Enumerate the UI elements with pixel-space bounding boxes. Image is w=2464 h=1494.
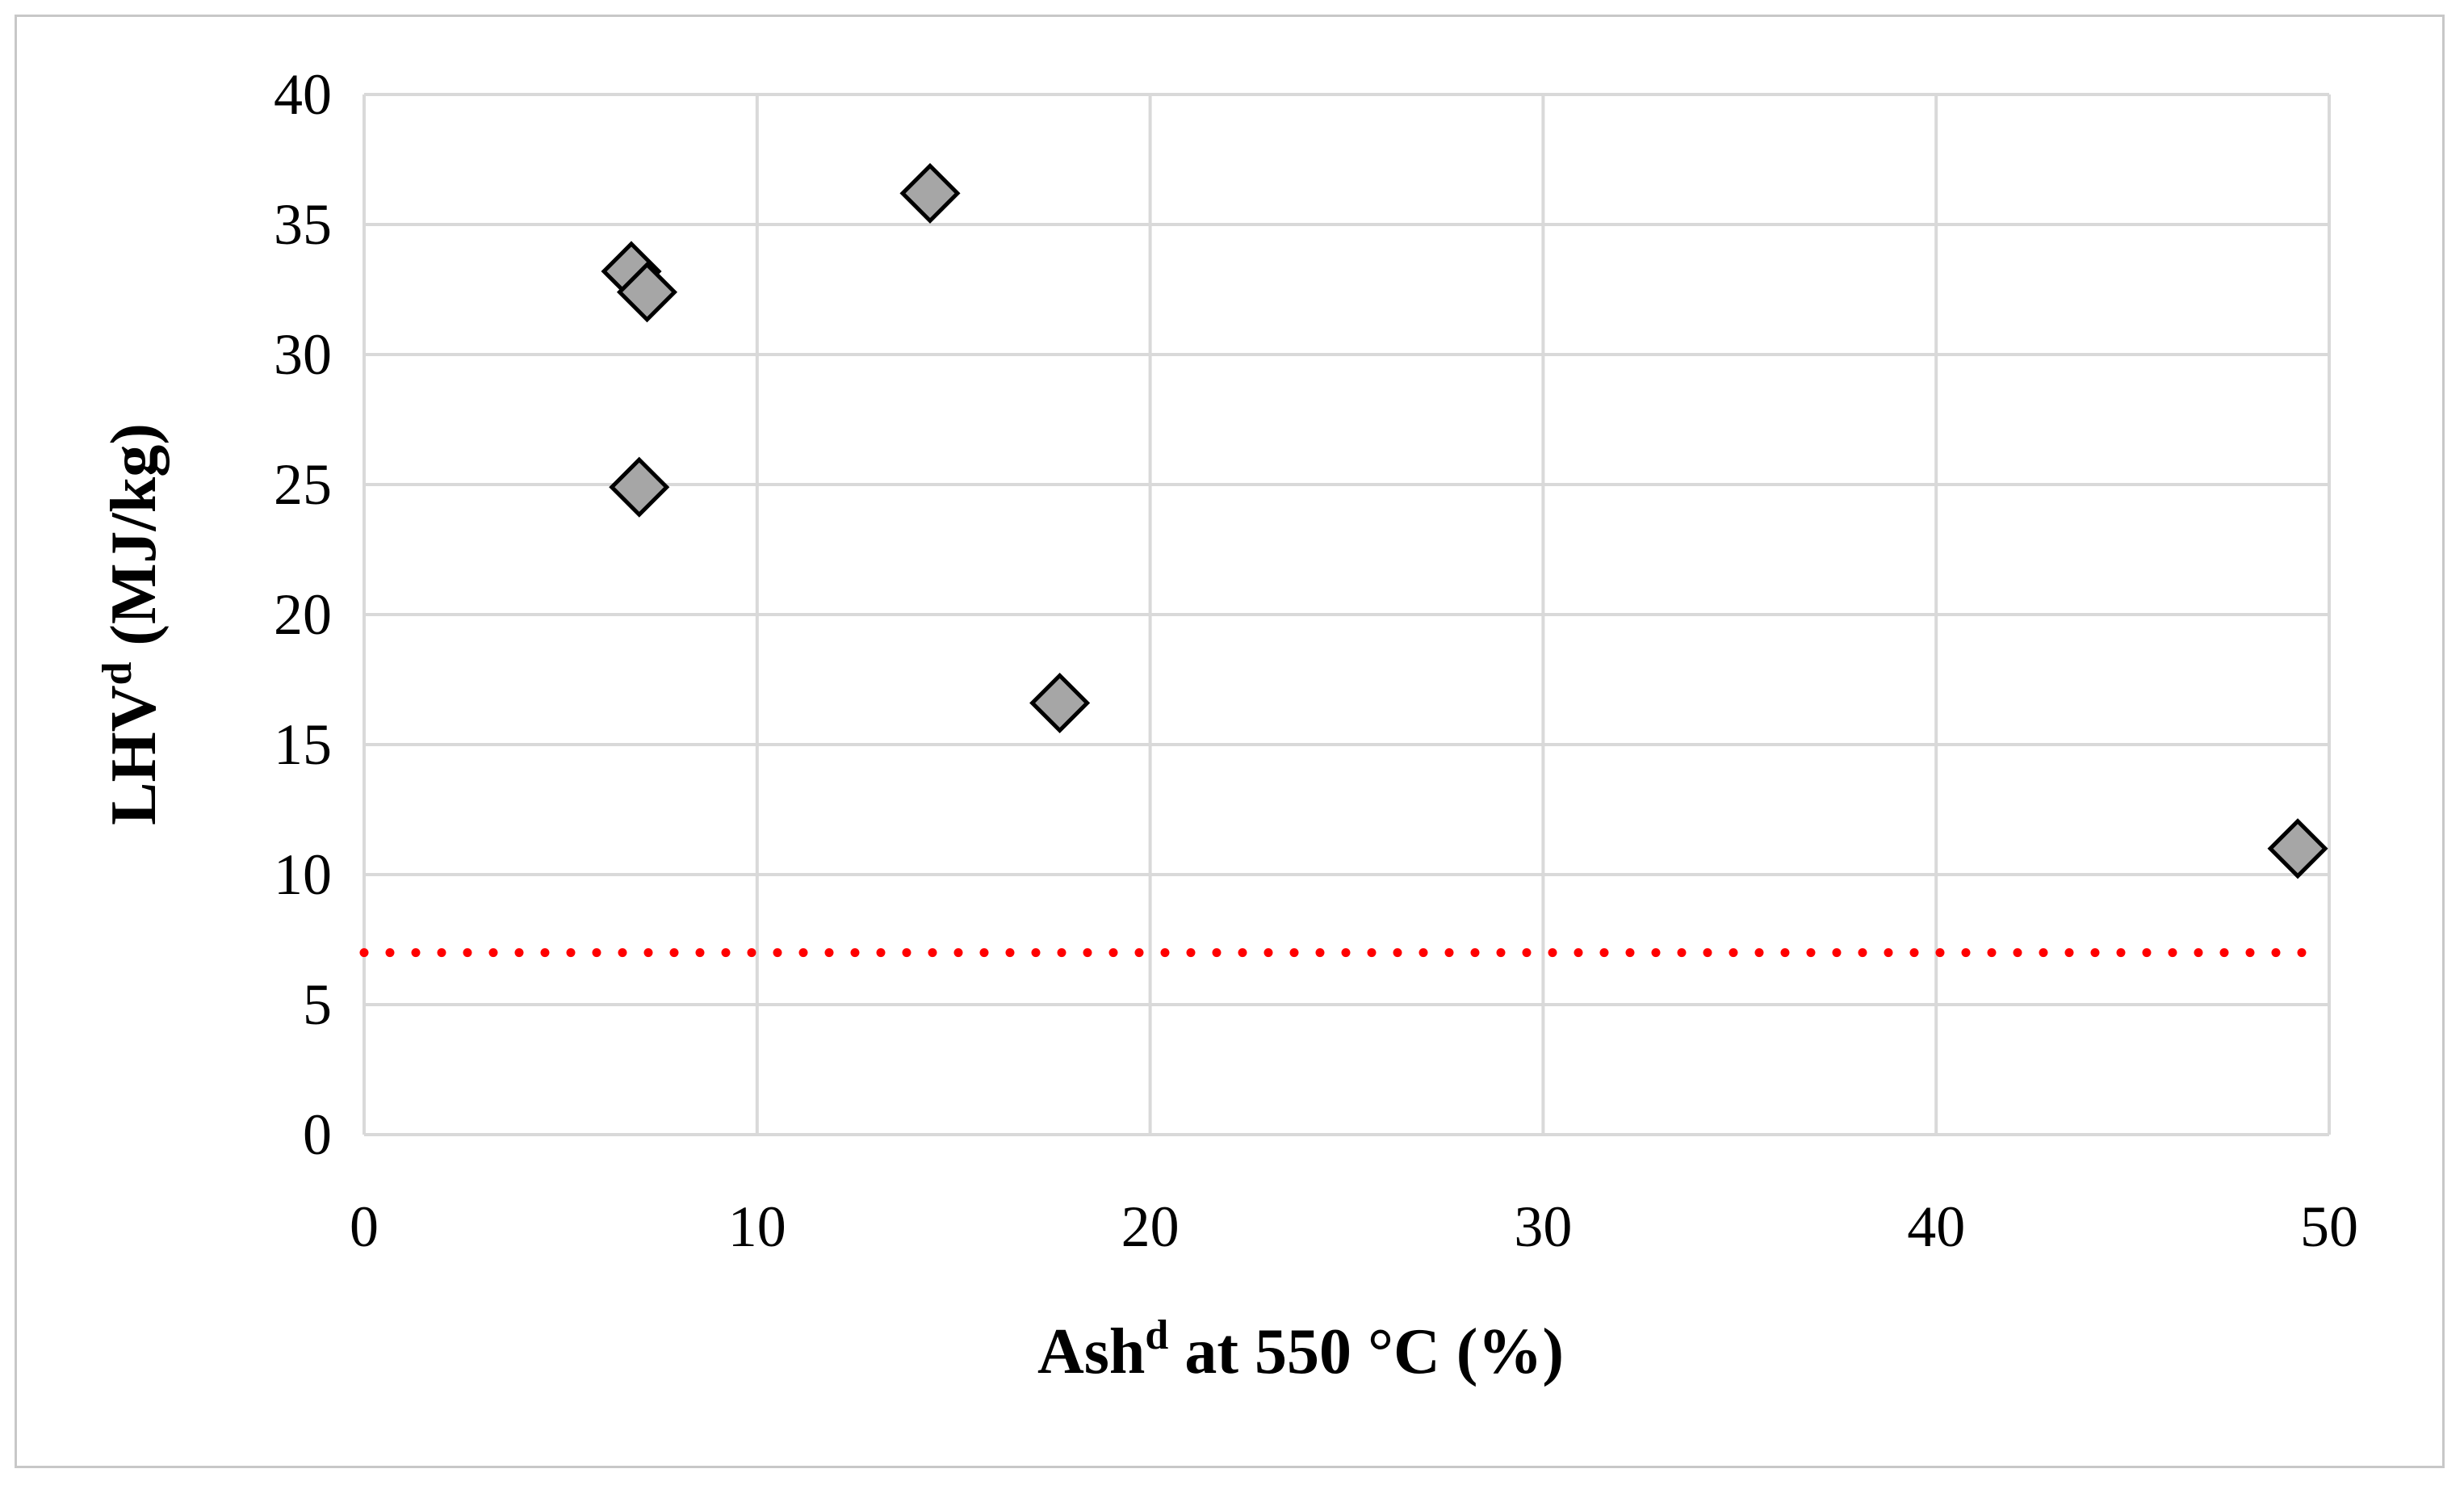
data-point (1029, 672, 1091, 734)
y-axis-label: LHVd (MJ/kg) (94, 423, 170, 825)
y-tick-label: 5 (303, 972, 332, 1037)
x-tick-label: 0 (350, 1194, 379, 1259)
data-point (899, 162, 961, 224)
y-tick-label: 30 (274, 322, 332, 387)
y-tick-label: 20 (274, 582, 332, 647)
x-tick-label: 10 (728, 1194, 786, 1259)
y-tick-label: 10 (274, 842, 332, 907)
y-tick-label: 25 (274, 452, 332, 517)
x-tick-label: 30 (1514, 1194, 1572, 1259)
data-point (2267, 818, 2328, 879)
y-tick-label: 40 (274, 62, 332, 127)
x-tick-label: 50 (2300, 1194, 2358, 1259)
x-tick-labels: 0 10 20 30 40 50 (350, 1194, 2358, 1259)
y-tick-label: 35 (274, 192, 332, 257)
y-tick-labels: 0 5 10 15 20 25 30 35 40 (274, 62, 332, 1167)
chart-frame (15, 15, 2445, 1468)
data-point (616, 262, 678, 323)
data-points (601, 162, 2328, 879)
gridlines (362, 93, 2331, 1136)
data-point (609, 456, 670, 518)
y-tick-label: 15 (274, 712, 332, 777)
x-tick-label: 40 (1907, 1194, 1965, 1259)
x-axis-label: Ashd at 550 °C (%) (1037, 1312, 1564, 1387)
y-tick-label: 0 (303, 1102, 332, 1167)
x-tick-label: 20 (1121, 1194, 1180, 1259)
